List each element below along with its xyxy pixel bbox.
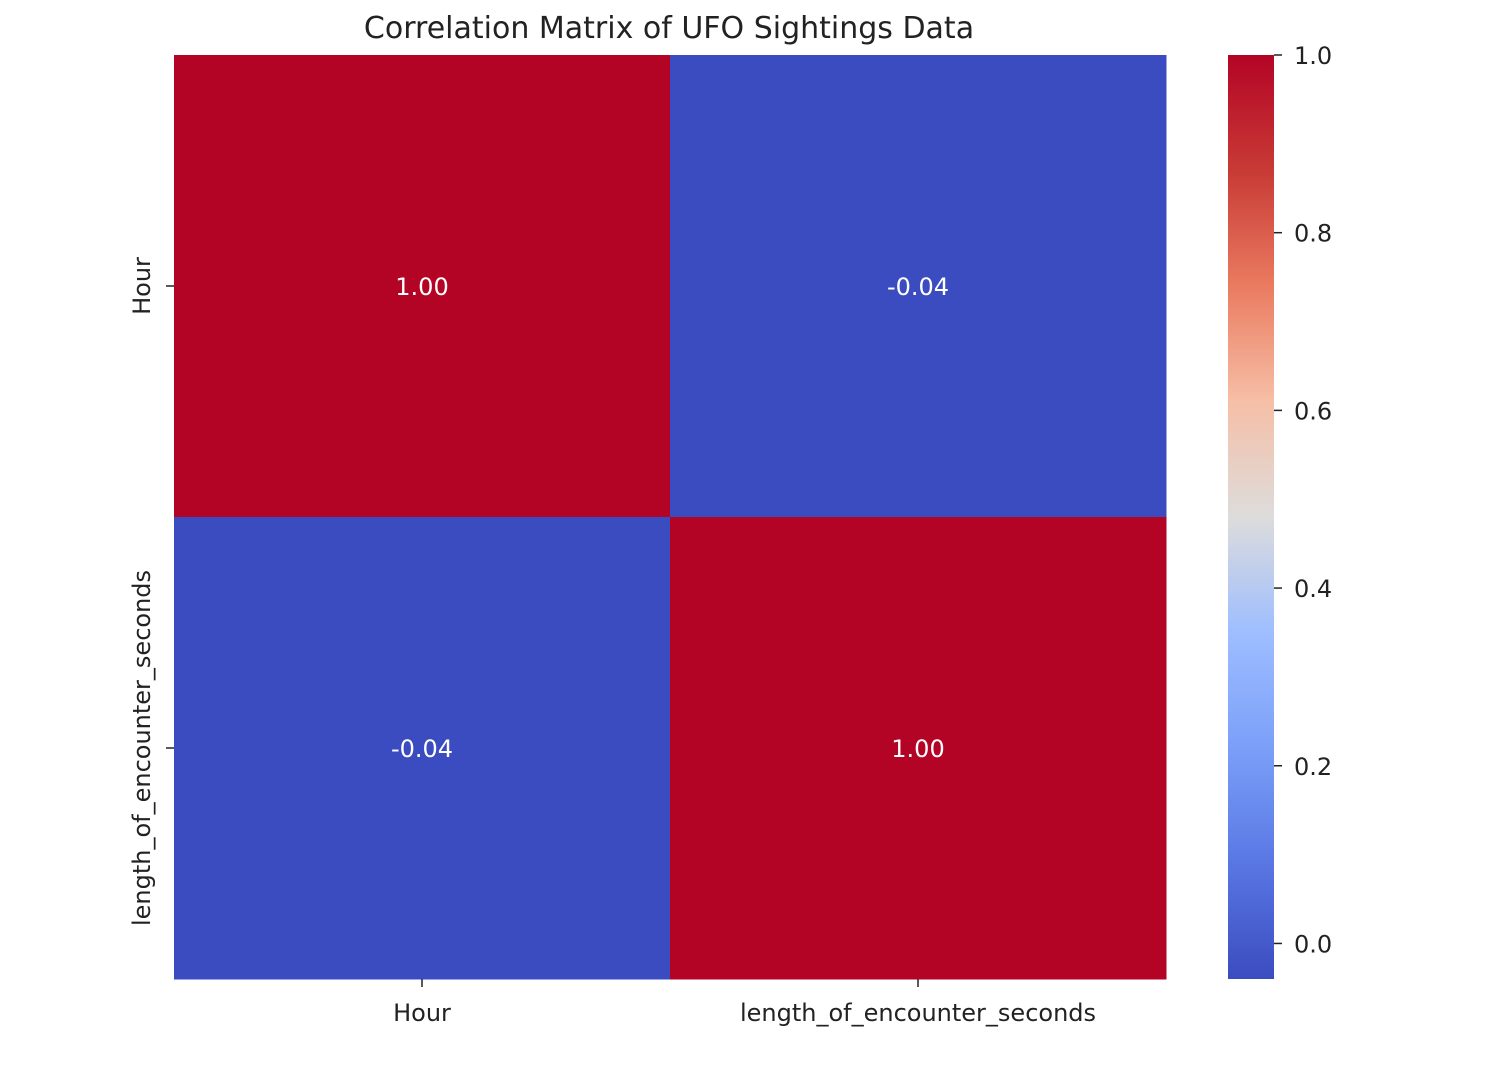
colorbar-tick-label: 0.4 [1294,575,1332,603]
cell-annotation: -0.04 [887,273,949,301]
colorbar-tick-label: 0.8 [1294,220,1332,248]
colorbar-tick-label: 0.6 [1294,397,1332,425]
y-tick-label: Hour [128,257,156,315]
y-axis: Hour length_of_encounter_seconds [128,257,174,926]
cell-annotation: 1.00 [891,735,944,763]
x-tick-label: length_of_encounter_seconds [740,999,1096,1027]
cell-annotation: 1.00 [395,273,448,301]
y-tick-label: length_of_encounter_seconds [128,570,156,926]
heatmap-cells [174,55,1167,980]
heatmap-cell [670,517,1167,980]
colorbar: 0.0 0.2 0.4 0.6 0.8 1.0 [1228,42,1332,979]
chart-title: Correlation Matrix of UFO Sightings Data [364,11,974,46]
heatmap-cell [174,55,671,518]
cell-annotation: -0.04 [391,735,453,763]
colorbar-gradient [1228,55,1274,979]
colorbar-tick-label: 0.2 [1294,753,1332,781]
colorbar-tick-label: 1.0 [1294,42,1332,70]
colorbar-tick-label: 0.0 [1294,930,1332,958]
x-axis: Hour length_of_encounter_seconds [393,979,1096,1027]
x-tick-label: Hour [393,999,451,1027]
heatmap-cell [670,55,1167,518]
heatmap-cell [174,517,671,980]
cell-annotations: 1.00 -0.04 -0.04 1.00 [391,273,949,763]
